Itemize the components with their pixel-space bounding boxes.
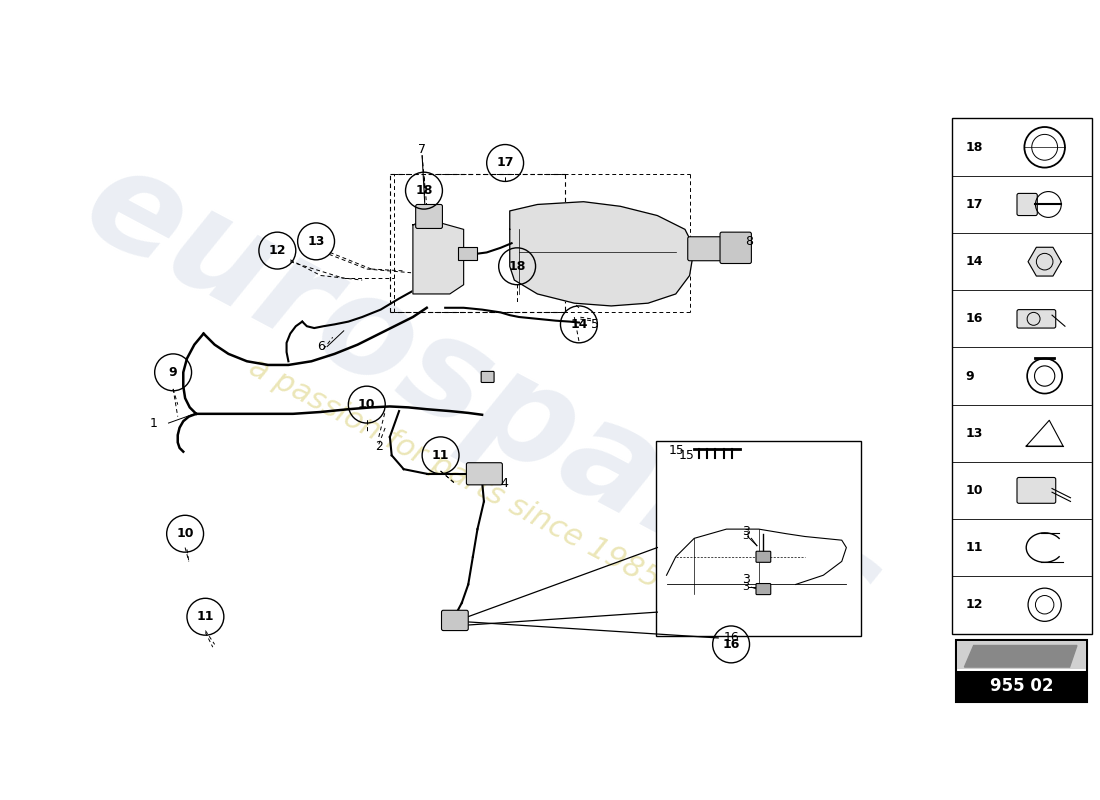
Text: 5: 5 <box>591 318 598 331</box>
Text: 955 02: 955 02 <box>990 678 1054 695</box>
Text: 10: 10 <box>176 527 194 540</box>
Text: 18: 18 <box>416 184 432 197</box>
FancyBboxPatch shape <box>756 551 771 562</box>
Text: 16: 16 <box>966 312 982 326</box>
Text: 7: 7 <box>418 142 426 156</box>
Text: 1: 1 <box>150 417 157 430</box>
Text: 8: 8 <box>746 235 754 248</box>
FancyBboxPatch shape <box>952 118 1091 634</box>
Text: a passion for parts since 1985: a passion for parts since 1985 <box>244 353 664 594</box>
FancyBboxPatch shape <box>416 205 442 229</box>
FancyBboxPatch shape <box>1018 478 1056 503</box>
Polygon shape <box>965 646 1077 667</box>
Text: 13: 13 <box>307 235 324 248</box>
Text: 11: 11 <box>432 449 449 462</box>
Text: 10: 10 <box>358 398 375 411</box>
FancyBboxPatch shape <box>1018 310 1056 328</box>
Text: 11: 11 <box>197 610 215 623</box>
FancyBboxPatch shape <box>458 247 476 260</box>
Text: 15: 15 <box>669 444 685 458</box>
Polygon shape <box>1028 247 1062 276</box>
Text: 17: 17 <box>496 157 514 170</box>
Text: 2: 2 <box>375 440 383 453</box>
FancyBboxPatch shape <box>756 583 771 594</box>
Text: 16: 16 <box>723 638 740 651</box>
Text: 9: 9 <box>966 370 974 382</box>
Text: 3: 3 <box>742 582 749 592</box>
Text: 18: 18 <box>508 260 526 273</box>
FancyBboxPatch shape <box>481 371 494 382</box>
Text: 16: 16 <box>723 631 739 645</box>
FancyBboxPatch shape <box>441 610 469 630</box>
Text: 15: 15 <box>679 449 694 462</box>
Polygon shape <box>509 202 694 306</box>
Text: 14: 14 <box>966 255 982 268</box>
Text: 3: 3 <box>741 574 749 586</box>
Text: 17: 17 <box>966 198 982 211</box>
Text: 6: 6 <box>317 340 324 353</box>
Text: 18: 18 <box>966 141 982 154</box>
FancyBboxPatch shape <box>466 462 503 485</box>
Text: 9: 9 <box>168 366 177 379</box>
Text: 3: 3 <box>742 531 749 542</box>
Text: 12: 12 <box>268 244 286 257</box>
FancyBboxPatch shape <box>956 640 1087 702</box>
FancyBboxPatch shape <box>688 237 728 261</box>
FancyBboxPatch shape <box>957 641 1086 670</box>
Text: 11: 11 <box>966 541 982 554</box>
FancyBboxPatch shape <box>720 232 751 263</box>
FancyBboxPatch shape <box>657 441 861 636</box>
Text: 12: 12 <box>966 598 982 611</box>
Text: 14: 14 <box>570 318 587 331</box>
FancyBboxPatch shape <box>957 670 1086 701</box>
Text: 13: 13 <box>966 426 982 440</box>
Text: 3: 3 <box>741 526 749 538</box>
Text: 4: 4 <box>500 477 508 490</box>
Polygon shape <box>412 223 463 294</box>
Text: eurospares: eurospares <box>63 134 901 666</box>
Text: 10: 10 <box>966 484 982 497</box>
FancyBboxPatch shape <box>1018 194 1037 215</box>
